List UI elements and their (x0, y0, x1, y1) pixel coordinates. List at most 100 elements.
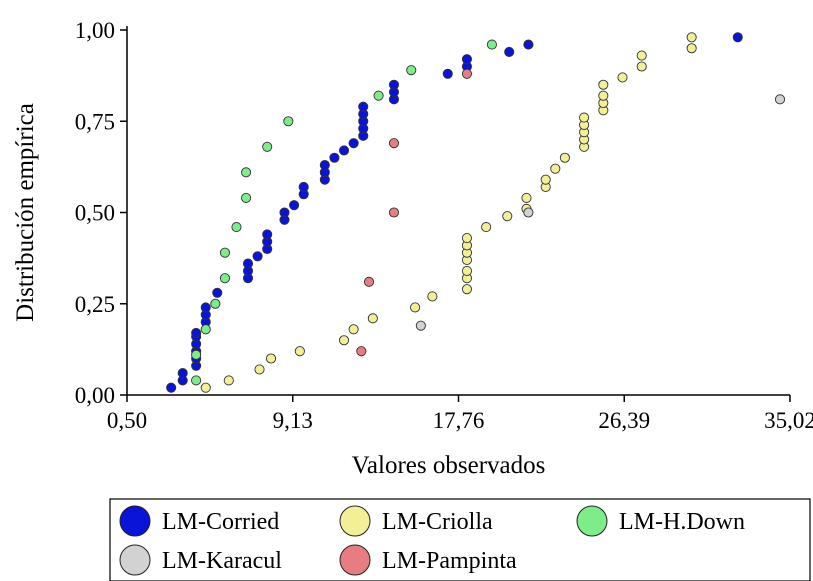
data-point (358, 101, 369, 112)
data-point (540, 174, 551, 185)
legend-item: LM-Pampinta (339, 544, 517, 576)
data-point (191, 349, 202, 360)
data-point (241, 192, 252, 203)
data-point (579, 112, 590, 123)
data-point (219, 247, 231, 258)
data-point (200, 324, 211, 335)
legend-item: LM-Karacul (119, 544, 282, 576)
legend-label: LM-Pampinta (382, 548, 517, 574)
data-point (367, 313, 378, 324)
legend-marker (576, 505, 608, 537)
x-tick-label: 35,02 (764, 408, 813, 433)
data-point (461, 232, 473, 244)
y-tick-label: 0,75 (75, 109, 115, 134)
series-lm-h-down (191, 39, 497, 386)
data-point (356, 346, 367, 357)
data-point (338, 335, 350, 346)
legend-marker (339, 505, 371, 537)
data-point (388, 79, 400, 90)
data-point (166, 382, 177, 393)
data-point (338, 145, 350, 156)
data-point (348, 138, 359, 149)
y-tick-label: 1,00 (75, 18, 115, 43)
legend-marker (339, 544, 371, 576)
data-point (598, 79, 609, 90)
data-point (262, 141, 273, 152)
legend-label: LM-Corried (162, 509, 279, 535)
data-point (231, 222, 242, 233)
legend-item: LM-Criolla (339, 505, 493, 537)
data-point (686, 43, 697, 54)
series-lm-pampinta (356, 68, 473, 357)
data-point (262, 229, 273, 240)
data-point (265, 353, 277, 364)
data-point (502, 211, 513, 222)
legend-label: LM-Karacul (162, 548, 282, 574)
x-axis-title: Valores observados (352, 452, 546, 479)
data-point (732, 32, 743, 43)
data-point (427, 291, 438, 302)
data-point (523, 39, 534, 50)
data-point (461, 284, 473, 295)
data-point (388, 138, 400, 149)
data-point (415, 320, 426, 331)
data-point (559, 152, 570, 163)
y-tick-label: 0,00 (75, 383, 115, 408)
data-point (636, 61, 647, 72)
data-point (504, 46, 515, 57)
data-point (219, 273, 231, 284)
data-point (191, 327, 202, 339)
data-point (319, 159, 330, 171)
legend-item: LM-Corried (119, 505, 279, 537)
data-point (200, 382, 211, 393)
x-tick-label: 17,76 (433, 408, 485, 433)
data-point (461, 54, 473, 65)
data-point (210, 298, 221, 309)
y-tick-label: 0,50 (75, 201, 115, 226)
data-point (279, 207, 290, 218)
data-point (191, 375, 202, 386)
legend-item: LM-H.Down (576, 505, 745, 537)
x-tick-label: 0,50 (107, 408, 147, 433)
data-point (200, 302, 211, 313)
legend-label: LM-H.Down (619, 509, 745, 535)
data-point (774, 94, 786, 105)
x-tick-label: 26,39 (598, 408, 650, 433)
data-point (254, 364, 265, 375)
legend-marker (119, 505, 151, 537)
data-point (329, 152, 340, 163)
data-point (252, 251, 263, 262)
data-point (363, 276, 375, 287)
data-point (686, 32, 697, 43)
data-point (550, 163, 561, 174)
data-point (223, 375, 234, 386)
data-point (242, 258, 254, 269)
data-point (177, 368, 188, 379)
series-lm-karacul (415, 94, 786, 331)
series-lm-criolla (200, 32, 697, 393)
data-point (442, 68, 453, 79)
data-point (481, 222, 492, 233)
data-point (298, 181, 309, 192)
data-point (241, 167, 252, 178)
x-tick-label: 9,13 (273, 408, 313, 433)
data-point (410, 302, 421, 313)
y-tick-label: 0,25 (75, 292, 115, 317)
axes: 0,00 0,25 0,50 0,75 1,00 0,50 9,13 17,76 26,39 35… (12, 18, 813, 479)
legend: LM-Corried LM-Criolla LM-H.Down LM-Karacul L… (109, 498, 811, 581)
data-point (461, 68, 473, 79)
legend-box (109, 498, 811, 581)
data-point (461, 265, 473, 276)
legend-label: LM-Criolla (382, 509, 493, 535)
data-point (212, 287, 223, 298)
data-point (598, 90, 609, 101)
data-point (388, 207, 400, 218)
data-point (294, 346, 305, 357)
data-point (283, 116, 294, 127)
data-point (373, 90, 384, 101)
y-axis-title: Distribución empírica (12, 103, 39, 322)
legend-marker (119, 544, 151, 576)
series-lm-corried (166, 32, 743, 393)
plot-area (166, 32, 786, 393)
